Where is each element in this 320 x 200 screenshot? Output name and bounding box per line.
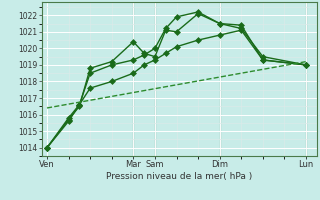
X-axis label: Pression niveau de la mer( hPa ): Pression niveau de la mer( hPa ) (106, 172, 252, 181)
